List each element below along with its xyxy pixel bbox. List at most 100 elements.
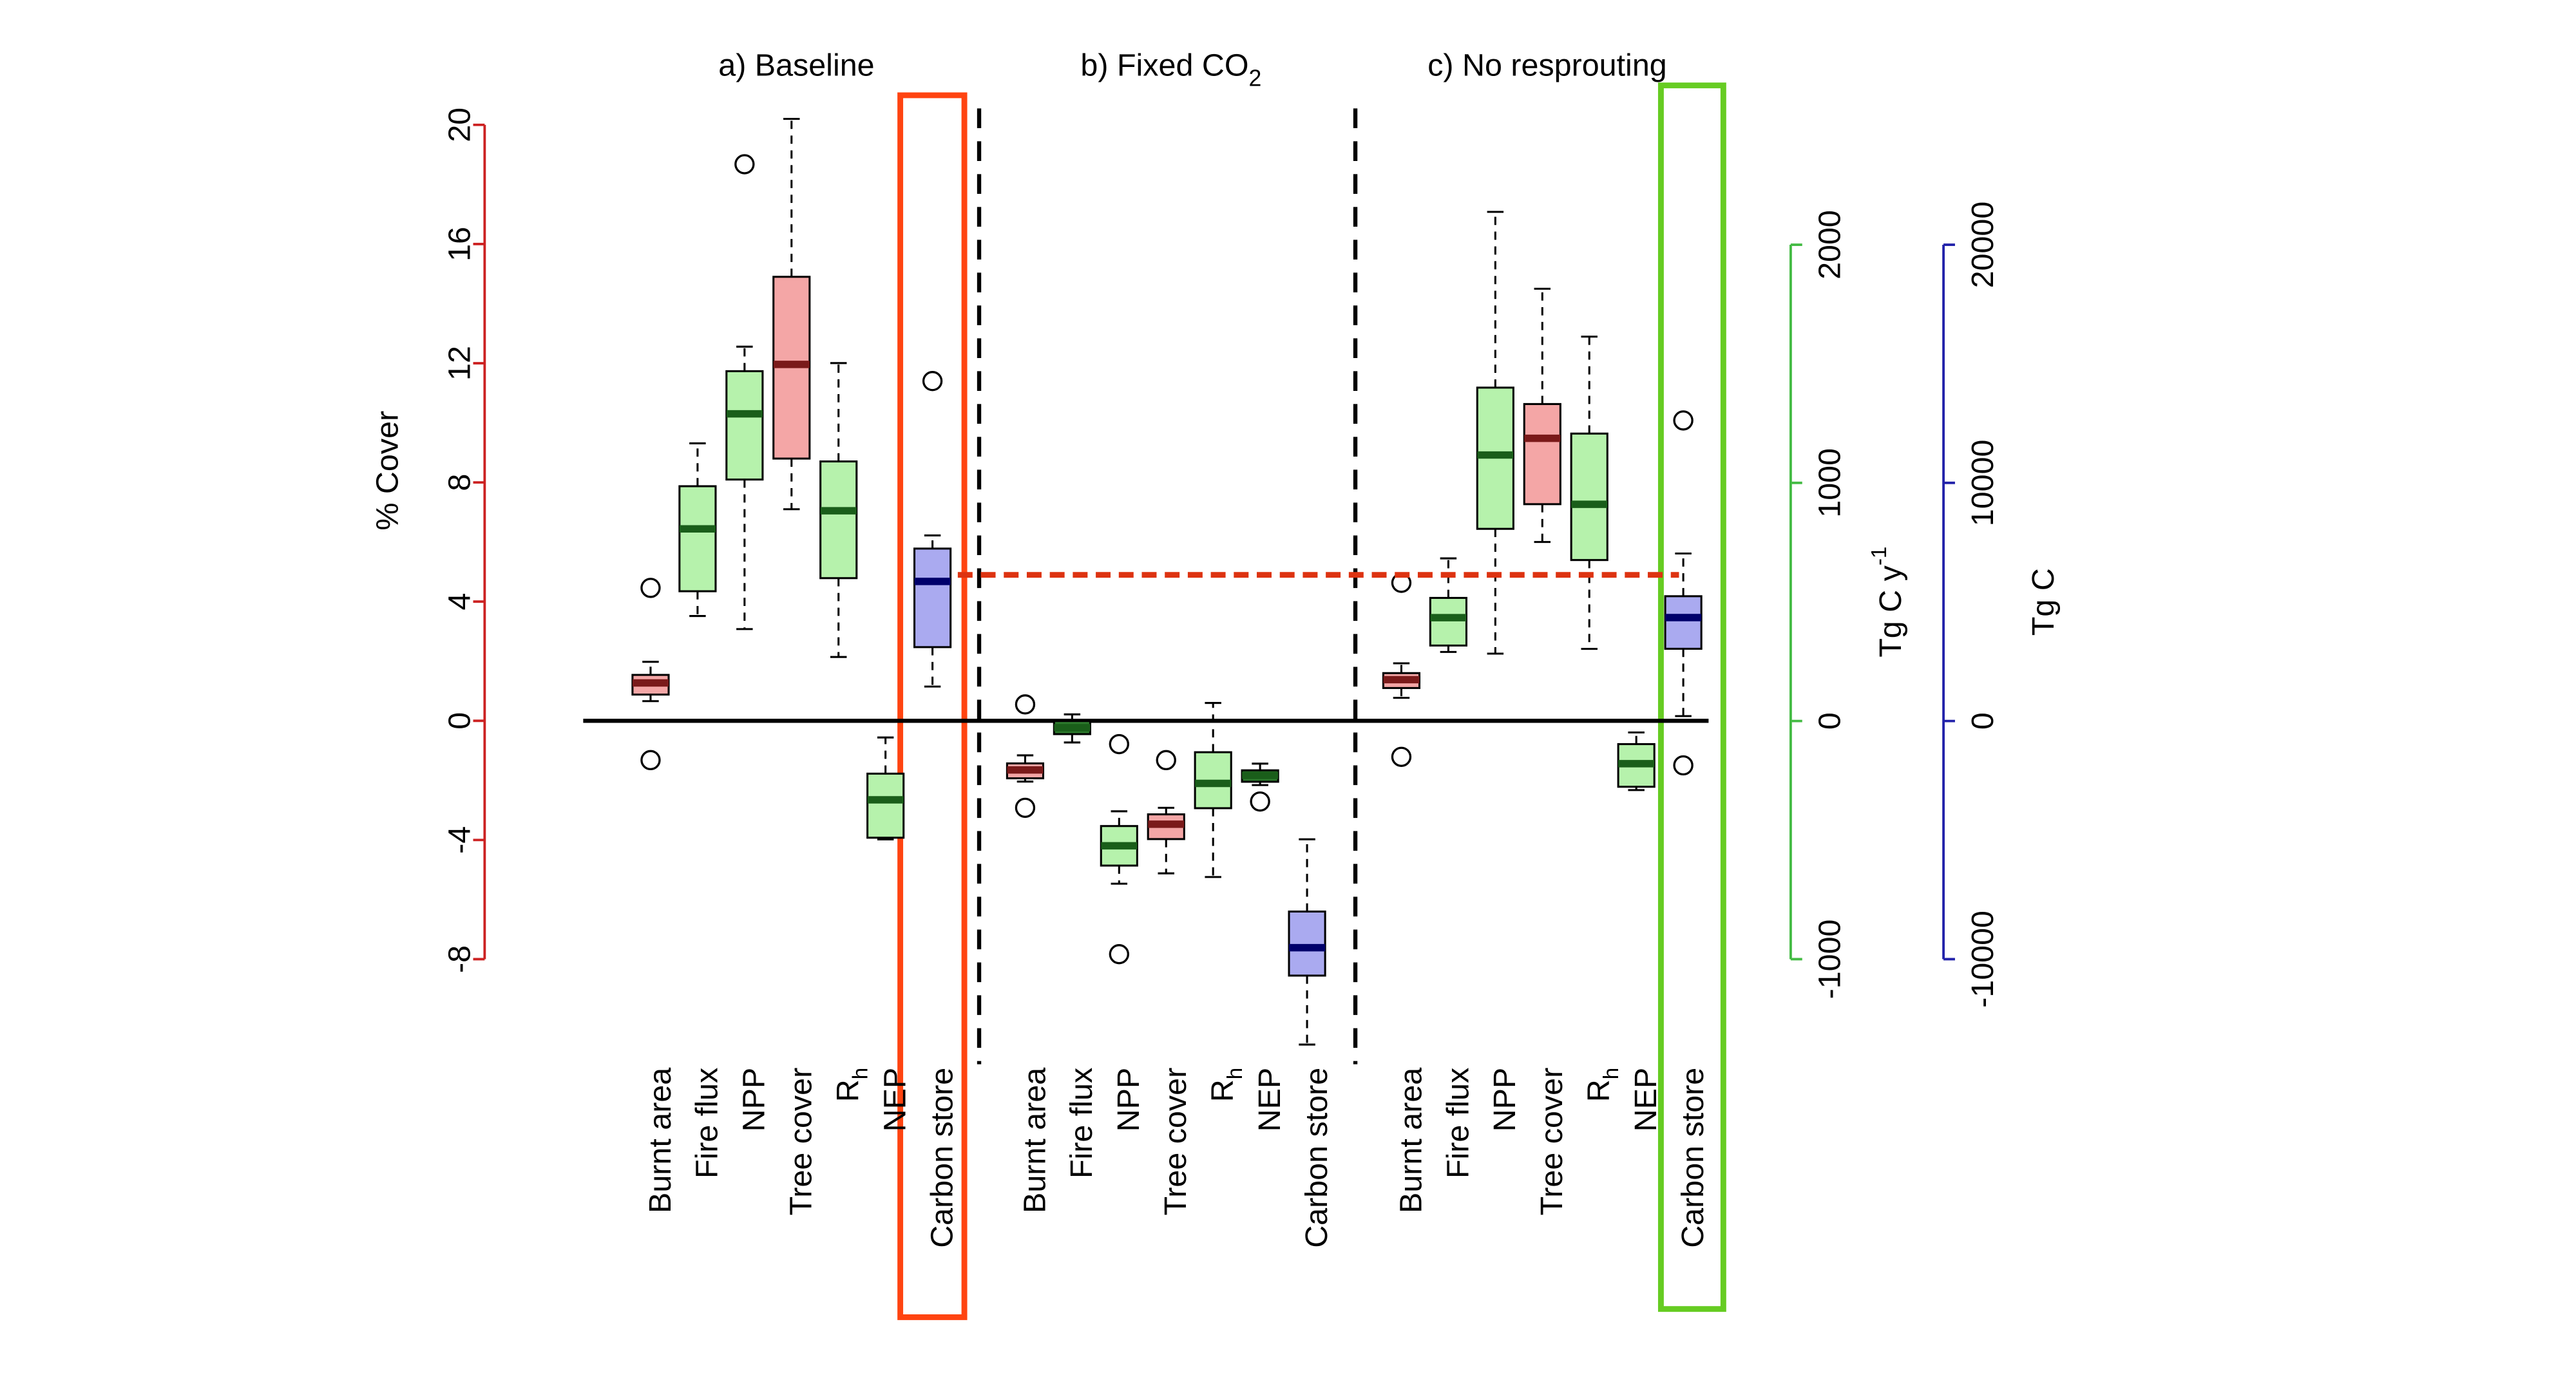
- category-label: Carbon store: [1675, 1068, 1710, 1248]
- box-plot: [1617, 731, 1655, 791]
- tick-label: 10000: [1965, 439, 2000, 526]
- box: [866, 772, 905, 839]
- tick-label-main: 1000: [1812, 448, 1847, 518]
- box: [1570, 432, 1608, 562]
- tick-label: 1000: [1812, 448, 1847, 518]
- category-label: Burnt area: [1393, 1068, 1428, 1213]
- outlier: [734, 154, 755, 175]
- box-plot: [1288, 838, 1326, 1046]
- outlier: [922, 371, 943, 392]
- box-plot: [1570, 336, 1608, 650]
- tick-label-main: 0: [1965, 712, 2000, 730]
- outlier: [1673, 755, 1693, 776]
- box: [819, 460, 858, 580]
- tick-label: 20: [442, 108, 477, 142]
- tick-label: 0: [1812, 712, 1847, 730]
- tick-label: 16: [442, 227, 477, 261]
- category-label-main: Burnt area: [643, 1068, 678, 1213]
- box-plot: [1006, 694, 1045, 818]
- category-label-main: NPP: [736, 1068, 771, 1132]
- tick-label-main: 0: [442, 712, 477, 730]
- tick-label-main: -10000: [1965, 911, 2000, 1008]
- tick-label: -10000: [1965, 911, 2000, 1008]
- axis-title: Tg C y-1: [1867, 547, 1908, 657]
- tick-label: 2000: [1812, 210, 1847, 279]
- category-label: Tree cover: [1534, 1068, 1569, 1216]
- axis-title-script: -1: [1867, 547, 1891, 565]
- category-label-main: Carbon store: [924, 1068, 959, 1248]
- outlier: [1391, 746, 1412, 767]
- category-label: Fire flux: [1064, 1068, 1099, 1178]
- outlier: [640, 750, 661, 771]
- box: [678, 485, 717, 592]
- box-plot: [1100, 733, 1138, 965]
- panel-title-main: a) Baseline: [718, 48, 874, 82]
- category-label: Carbon store: [924, 1068, 959, 1248]
- box-plot: [1523, 287, 1561, 544]
- box-plot: [678, 442, 717, 618]
- axis-title: % Cover: [370, 411, 405, 531]
- tick-label-main: 12: [442, 346, 477, 381]
- category-label-script: h: [1223, 1068, 1247, 1079]
- box: [1429, 596, 1468, 647]
- tick-label: 0: [442, 712, 477, 730]
- category-label-main: Fire flux: [690, 1068, 725, 1178]
- category-label-main: R: [1205, 1079, 1240, 1102]
- box-plot: [1147, 750, 1185, 875]
- tick-label-main: 20000: [1965, 202, 2000, 289]
- highlight-box: [897, 92, 968, 1320]
- category-label-main: NPP: [1487, 1068, 1522, 1132]
- box-plot: [1664, 410, 1703, 776]
- category-label-main: Tree cover: [1534, 1068, 1569, 1216]
- highlight-box: [1657, 82, 1726, 1312]
- category-label: Rh: [1205, 1068, 1247, 1102]
- category-label-main: R: [830, 1079, 865, 1102]
- panel-title: a) Baseline: [718, 48, 874, 82]
- category-label: NEP: [1252, 1068, 1287, 1132]
- category-label: Rh: [1581, 1068, 1623, 1102]
- box: [725, 370, 764, 481]
- category-label-main: NEP: [1628, 1068, 1663, 1132]
- box-plot: [913, 371, 952, 688]
- tick-label: 20000: [1965, 202, 2000, 289]
- tick-label-main: 10000: [1965, 439, 2000, 526]
- box-plot: [1476, 211, 1514, 655]
- box-plot: [725, 154, 764, 630]
- box-plot: [772, 118, 811, 511]
- category-label-main: NEP: [1252, 1068, 1287, 1132]
- category-label: NPP: [736, 1068, 771, 1132]
- category-label-main: Burnt area: [1017, 1068, 1052, 1213]
- box: [1523, 402, 1561, 506]
- panel-title-main: b) Fixed CO: [1080, 48, 1248, 82]
- tick-label: -8: [442, 945, 477, 973]
- box-plot: [1429, 557, 1468, 653]
- category-label-script: h: [1599, 1068, 1623, 1079]
- category-label-script: h: [849, 1068, 873, 1079]
- category-label: Tree cover: [1158, 1068, 1193, 1216]
- outlier: [1109, 733, 1130, 755]
- axis-title-main: % Cover: [370, 411, 405, 531]
- category-label-main: Burnt area: [1393, 1068, 1428, 1213]
- box-plot: [1382, 572, 1421, 767]
- category-label: Carbon store: [1299, 1068, 1334, 1248]
- box: [913, 547, 952, 648]
- box-plot: [1053, 713, 1091, 744]
- tick-label: 4: [442, 593, 477, 610]
- tick-label-main: -4: [442, 826, 477, 854]
- axis-title: Tg C: [2026, 568, 2061, 636]
- category-label: Burnt area: [643, 1068, 678, 1213]
- category-label-main: Carbon store: [1675, 1068, 1710, 1248]
- panel-title-script: 2: [1249, 66, 1262, 91]
- axis-title-main: Tg C: [2026, 568, 2061, 636]
- box: [1288, 910, 1326, 977]
- tick-label-main: 2000: [1812, 210, 1847, 279]
- outlier: [1109, 943, 1130, 965]
- category-label: NEP: [1628, 1068, 1663, 1132]
- box-plot: [1194, 702, 1232, 878]
- tick-label-main: -8: [442, 945, 477, 973]
- category-label: Rh: [830, 1068, 872, 1102]
- tick-label: 12: [442, 346, 477, 381]
- category-label: Burnt area: [1017, 1068, 1052, 1213]
